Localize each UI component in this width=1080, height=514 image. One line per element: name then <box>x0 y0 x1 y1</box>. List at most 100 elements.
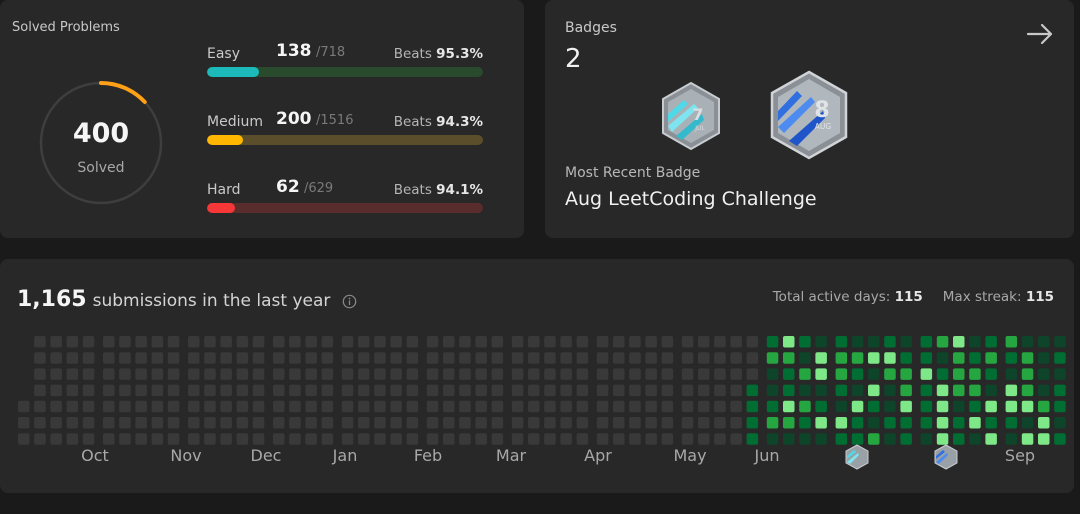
heatmap-cell <box>82 433 95 445</box>
heatmap-cell <box>167 336 180 348</box>
heatmap-cell <box>783 336 795 348</box>
heatmap-cell <box>661 352 674 364</box>
heatmap-cell <box>321 400 334 413</box>
heatmap-cell <box>815 368 827 380</box>
heatmap-cell <box>953 384 965 397</box>
jul-badge-icon[interactable]: 7 JUL <box>658 80 724 152</box>
heatmap-cell <box>544 400 556 413</box>
heatmap-cell <box>374 336 386 348</box>
heatmap-cell <box>596 384 609 397</box>
month-label: Dec <box>250 446 282 465</box>
info-icon[interactable] <box>342 294 357 309</box>
month-label: May <box>673 446 707 465</box>
heatmap-cell <box>103 336 115 348</box>
heatmap-cell <box>920 400 933 413</box>
heatmap-cell <box>50 336 62 348</box>
heatmap-cell <box>341 336 354 348</box>
heatmap-cell <box>815 400 827 413</box>
solved-title: Solved Problems <box>12 20 120 35</box>
heatmap-cell <box>135 368 147 380</box>
heatmap-cell <box>544 417 556 429</box>
heatmap-cell <box>714 384 726 397</box>
medium-progress-fill <box>207 135 243 145</box>
heatmap-cell <box>1054 336 1066 348</box>
heatmap-cell <box>596 368 609 380</box>
heatmap-cell <box>188 368 200 380</box>
heatmap-cell <box>358 352 370 364</box>
heatmap-cell <box>681 417 694 429</box>
heatmap-cell <box>815 352 827 364</box>
aug-badge-number: 8 <box>814 98 829 123</box>
heatmap-cell <box>103 417 115 429</box>
heatmap-cell <box>528 417 540 429</box>
heatmap-cell <box>596 352 609 364</box>
aug-mini-badge-icon[interactable] <box>933 444 959 470</box>
heatmap-cell <box>560 384 572 397</box>
aug-badge-month: AUG <box>815 122 832 131</box>
heatmap-cell <box>698 417 710 429</box>
heatmap-cell <box>151 417 164 429</box>
heatmap-cell <box>443 368 455 380</box>
heatmap-cell <box>661 433 674 445</box>
heatmap-cell <box>1054 400 1066 413</box>
heatmap-cell <box>1054 384 1066 397</box>
heatmap-cell <box>406 336 419 348</box>
aug-badge-icon[interactable]: 8 AUG <box>767 69 851 161</box>
month-label: Jan <box>332 446 358 465</box>
most-recent-badge-label: Most Recent Badge <box>565 165 701 181</box>
heatmap-cell <box>426 368 439 380</box>
heatmap-cell <box>475 400 487 413</box>
heatmap-cell <box>560 417 572 429</box>
heatmap-cell <box>135 433 147 445</box>
heatmap-cell <box>511 400 524 413</box>
submission-stats: Total active days: 115 Max streak: 115 <box>773 289 1054 305</box>
heatmap-cell <box>66 336 79 348</box>
heatmap-cell <box>1021 336 1034 348</box>
heatmap-cell <box>596 336 609 348</box>
heatmap-cell <box>511 336 524 348</box>
jul-mini-badge-icon[interactable] <box>844 444 870 470</box>
heatmap-cell <box>305 352 317 364</box>
heatmap-cell <box>969 400 981 413</box>
heatmap-cell <box>661 336 674 348</box>
solved-progress-ring[interactable] <box>38 80 164 206</box>
heatmap-cell <box>34 417 46 429</box>
heatmap-cell <box>151 384 164 397</box>
heatmap-cell <box>1005 384 1018 397</box>
submission-heatmap[interactable] <box>0 259 1074 493</box>
heatmap-cell <box>220 417 232 429</box>
heatmap-cell <box>576 352 589 364</box>
heatmap-cell <box>135 417 147 429</box>
heatmap-cell <box>544 336 556 348</box>
heatmap-cell <box>390 368 402 380</box>
difficulty-hard[interactable]: Hard 62 /629 Beats 94.1% <box>207 177 483 222</box>
most-recent-badge-name[interactable]: Aug LeetCoding Challenge <box>565 188 817 210</box>
arrow-right-icon[interactable] <box>1024 18 1056 50</box>
heatmap-cell <box>220 433 232 445</box>
difficulty-easy[interactable]: Easy 138 /718 Beats 95.3% <box>207 41 483 86</box>
heatmap-cell <box>82 352 95 364</box>
heatmap-cell <box>273 368 285 380</box>
heatmap-cell <box>66 352 79 364</box>
heatmap-cell <box>1038 384 1050 397</box>
heatmap-cell <box>273 417 285 429</box>
heatmap-cell <box>289 384 301 397</box>
heatmap-cell <box>799 368 811 380</box>
heatmap-cell <box>135 352 147 364</box>
heatmap-cell <box>1021 368 1034 380</box>
heatmap-cell <box>220 400 232 413</box>
heatmap-cell <box>321 433 334 445</box>
heatmap-cell <box>528 400 540 413</box>
heatmap-cell <box>151 368 164 380</box>
heatmap-cell <box>236 433 249 445</box>
heatmap-cell <box>851 368 864 380</box>
heatmap-cell <box>34 368 46 380</box>
max-streak-value: 115 <box>1025 289 1054 305</box>
heatmap-cell <box>835 433 848 445</box>
heatmap-cell <box>119 400 131 413</box>
heatmap-cell <box>273 433 285 445</box>
heatmap-cell <box>528 352 540 364</box>
heatmap-cell <box>815 417 827 429</box>
difficulty-medium[interactable]: Medium 200 /1516 Beats 94.3% <box>207 109 483 154</box>
heatmap-cell <box>969 336 981 348</box>
